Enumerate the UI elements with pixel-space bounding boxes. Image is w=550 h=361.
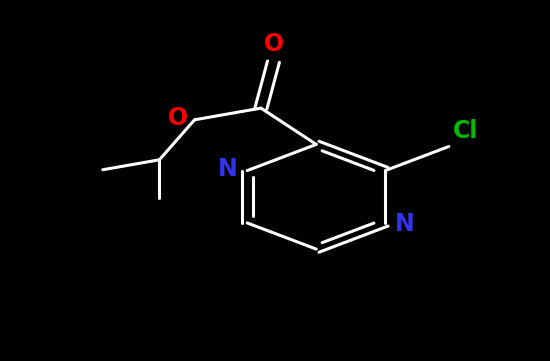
Text: N: N [395,212,415,236]
Text: O: O [168,106,188,130]
Text: O: O [263,32,284,56]
Text: Cl: Cl [453,119,478,143]
Text: N: N [218,157,237,181]
